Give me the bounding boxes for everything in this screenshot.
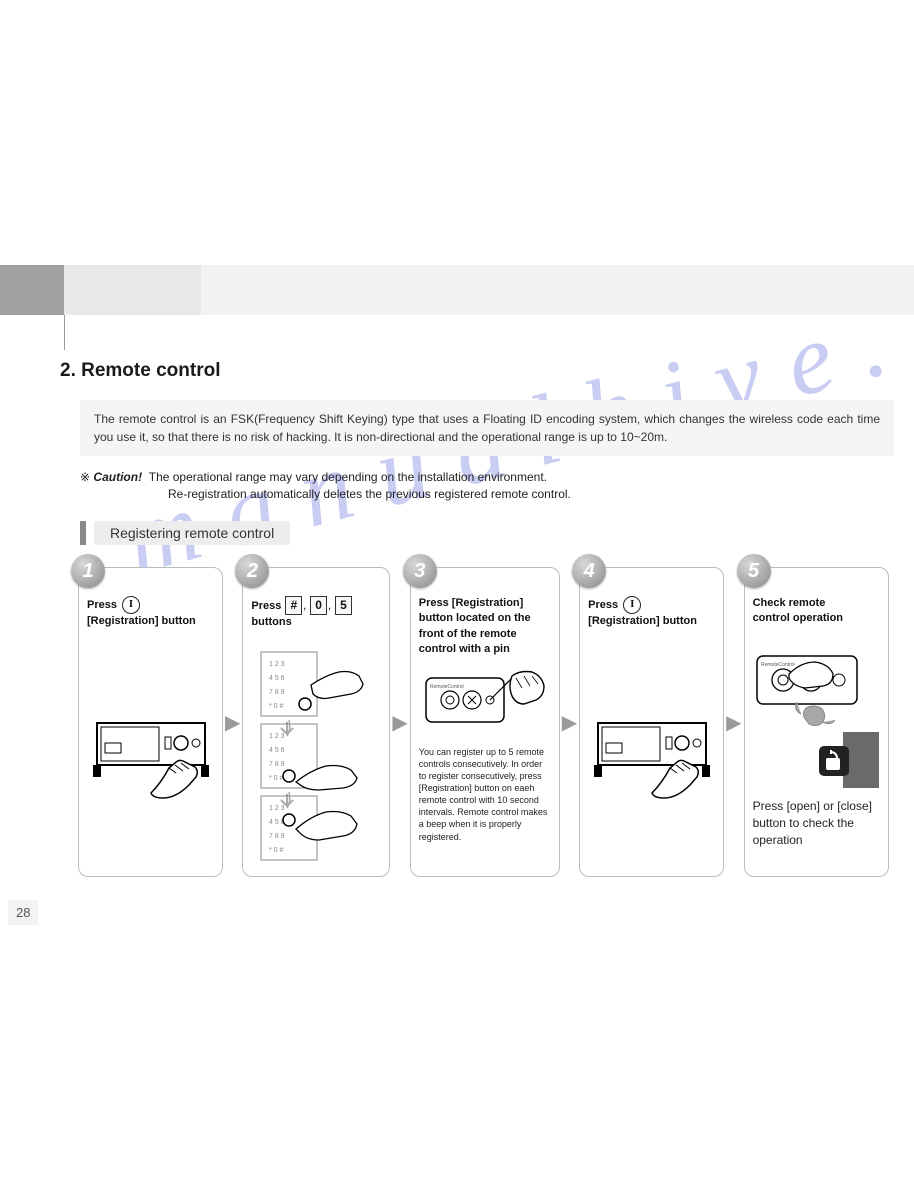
step-1-post: [Registration] button: [87, 615, 196, 627]
key-5: 5: [335, 596, 352, 615]
step-card-4: 4 Press I [Registration] button: [579, 567, 724, 877]
step-2-press: Press: [251, 600, 281, 612]
step-2-post: buttons: [251, 616, 291, 628]
svg-text:RemoteControl: RemoteControl: [430, 684, 464, 690]
caution-text-1: The operational range may vary depending…: [149, 470, 547, 484]
arrow-icon: ▶: [225, 567, 240, 877]
key-hash: #: [285, 596, 302, 615]
registration-i-icon: I: [623, 596, 641, 614]
subsection-accent-bar: [80, 521, 86, 545]
caution-text-2: Re-registration automatically deletes th…: [168, 487, 894, 501]
step-5-title: Check remote control operation: [753, 596, 880, 640]
step-badge-2: 2: [235, 554, 269, 588]
step-1-press: Press: [87, 599, 117, 611]
step-5-line2: control operation: [753, 612, 843, 624]
svg-text:1 2 3: 1 2 3: [269, 661, 285, 668]
step-4-post: [Registration] button: [588, 615, 697, 627]
step-4-title: Press I [Registration] button: [588, 596, 715, 640]
svg-text:4 5 6: 4 5 6: [269, 747, 285, 754]
step-card-2: 2 Press #, 0, 5 buttons 1 2 3 4 5 6 7 8 …: [242, 567, 390, 877]
key-0: 0: [310, 596, 327, 615]
step-2-title: Press #, 0, 5 buttons: [251, 596, 381, 640]
page-number: 28: [8, 900, 38, 925]
step-5-illustration: RemoteControl: [753, 650, 880, 790]
svg-text:* 0 #: * 0 #: [269, 703, 284, 710]
svg-text:7 8 9: 7 8 9: [269, 689, 285, 696]
step-3-title: Press [Registration] button located on t…: [419, 596, 551, 658]
caution-line-1: ※ Caution! The operational range may var…: [80, 470, 894, 484]
svg-text:* 0 #: * 0 #: [269, 775, 284, 782]
svg-text:* 0 #: * 0 #: [269, 847, 284, 854]
registration-i-icon: I: [122, 596, 140, 614]
svg-text:1 2 3: 1 2 3: [269, 805, 285, 812]
step-card-1: 1 Press I [Registration] button: [78, 567, 223, 877]
step-2-illustration: 1 2 3 4 5 6 7 8 9 * 0 # 1 2 3 4 5 6 7 8 …: [251, 650, 381, 870]
step-card-5: 5 Check remote control operation RemoteC…: [744, 567, 889, 877]
step-5-line1: Check remote: [753, 597, 826, 609]
step-1-illustration: [87, 650, 214, 866]
main-content: 2. Remote control The remote control is …: [60, 360, 894, 877]
step-badge-3: 3: [403, 554, 437, 588]
step-badge-1: 1: [71, 554, 105, 588]
svg-text:1 2 3: 1 2 3: [269, 733, 285, 740]
subsection-header: Registering remote control: [80, 521, 894, 545]
caution-label: Caution!: [93, 470, 142, 484]
step-3-illustration: RemoteControl: [419, 668, 551, 738]
arrow-icon: ▶: [562, 567, 577, 877]
steps-container: 1 Press I [Registration] button: [78, 567, 894, 877]
step-badge-5: 5: [737, 554, 771, 588]
arrow-icon: ▶: [726, 567, 741, 877]
section-title: 2. Remote control: [60, 360, 894, 382]
svg-text:4 5 6: 4 5 6: [269, 675, 285, 682]
svg-text:RemoteControl: RemoteControl: [761, 662, 795, 668]
subsection-title: Registering remote control: [94, 521, 290, 545]
step-3-body: You can register up to 5 remote controls…: [419, 746, 551, 843]
step-4-press: Press: [588, 599, 618, 611]
arrow-icon: ▶: [392, 567, 407, 877]
step-3-bold: Press [Registration] button located on t…: [419, 597, 531, 655]
step-4-illustration: [588, 650, 715, 866]
step-1-title: Press I [Registration] button: [87, 596, 214, 640]
svg-text:7 8 9: 7 8 9: [269, 833, 285, 840]
caution-prefix: ※: [80, 470, 90, 484]
step-5-body: Press [open] or [close] button to check …: [753, 798, 880, 848]
intro-description-box: The remote control is an FSK(Frequency S…: [80, 400, 894, 456]
header-vertical-divider: [64, 315, 65, 350]
step-card-3: 3 Press [Registration] button located on…: [410, 567, 560, 877]
header-gradient-bar: [0, 265, 914, 315]
step-badge-4: 4: [572, 554, 606, 588]
svg-text:7 8 9: 7 8 9: [269, 761, 285, 768]
